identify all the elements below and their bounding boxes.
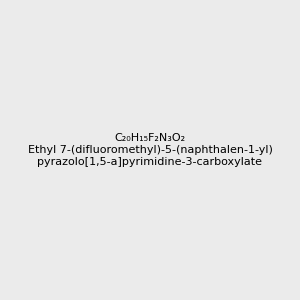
Text: C₂₀H₁₅F₂N₃O₂
Ethyl 7-(difluoromethyl)-5-(naphthalen-1-yl)
pyrazolo[1,5-a]pyrimid: C₂₀H₁₅F₂N₃O₂ Ethyl 7-(difluoromethyl)-5-…: [28, 134, 272, 166]
